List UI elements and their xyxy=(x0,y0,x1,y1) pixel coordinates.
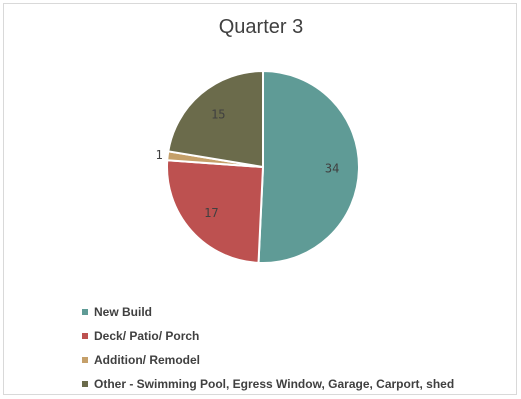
pie-data-labels: 34 17 1 15 xyxy=(155,107,339,220)
legend-swatch-addition-remodel xyxy=(82,357,88,363)
legend: New Build Deck/ Patio/ Porch Addition/ R… xyxy=(82,300,502,396)
pie-chart: 34 17 1 15 xyxy=(155,69,360,264)
legend-swatch-other xyxy=(82,381,88,387)
legend-swatch-new-build xyxy=(82,309,88,315)
legend-item-other: Other - Swimming Pool, Egress Window, Ga… xyxy=(82,372,502,396)
chart-frame: Quarter 3 34 17 1 15 New Build Deck/ Patio/… xyxy=(3,3,517,395)
legend-item-deck-patio-porch: Deck/ Patio/ Porch xyxy=(82,324,502,348)
pie-slice-deck-patio-porch xyxy=(166,159,265,264)
data-label-other: 15 xyxy=(211,107,225,121)
legend-label-addition-remodel: Addition/ Remodel xyxy=(94,353,200,367)
legend-item-new-build: New Build xyxy=(82,300,502,324)
legend-item-addition-remodel: Addition/ Remodel xyxy=(82,348,502,372)
legend-label-other: Other - Swimming Pool, Egress Window, Ga… xyxy=(94,377,455,391)
chart-title: Quarter 3 xyxy=(218,16,304,38)
data-label-addition-remodel: 1 xyxy=(155,148,162,162)
legend-label-deck-patio-porch: Deck/ Patio/ Porch xyxy=(94,329,200,343)
data-label-deck-patio-porch: 17 xyxy=(204,206,218,220)
pie-slice-new-build xyxy=(257,69,360,264)
legend-label-new-build: New Build xyxy=(94,305,153,319)
pie-slices xyxy=(166,69,360,264)
legend-swatch-deck-patio-porch xyxy=(82,333,88,339)
pie-slice-other xyxy=(167,69,264,169)
data-label-new-build: 34 xyxy=(325,162,339,176)
